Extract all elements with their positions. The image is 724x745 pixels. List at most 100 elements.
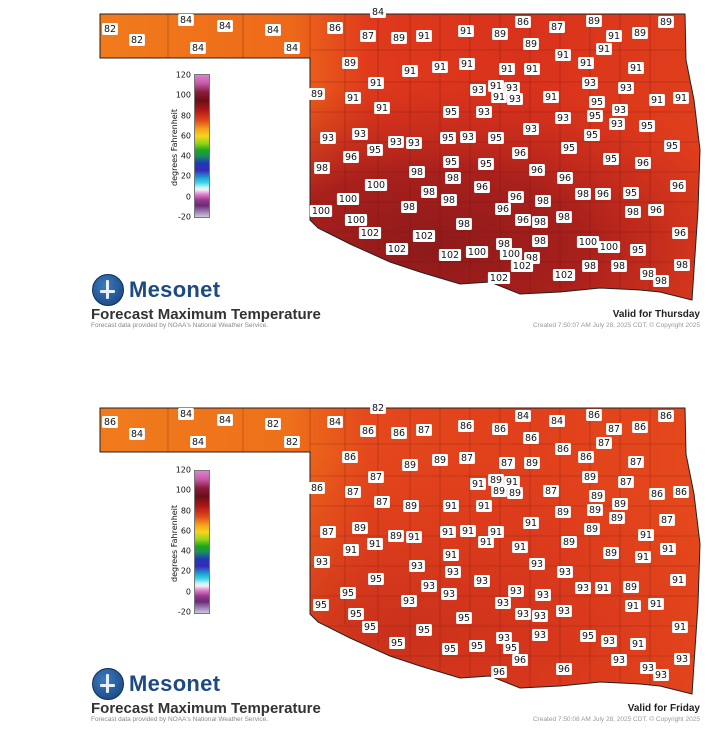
svg-text:91: 91: [404, 66, 416, 77]
svg-text:89: 89: [605, 548, 617, 559]
svg-text:82: 82: [372, 403, 384, 414]
svg-text:96: 96: [493, 667, 505, 678]
temperature-label: 87: [618, 476, 634, 488]
svg-text:89: 89: [393, 33, 405, 44]
temperature-label: 95: [368, 573, 384, 585]
temperature-label: 89: [488, 474, 504, 486]
temperature-label: 91: [543, 91, 559, 103]
temperature-label: 100: [364, 179, 388, 191]
temperature-label: 96: [343, 151, 359, 163]
temperature-labels: 86 84 84 84 84 82 82 82 84 86 86 87 86 86 84 84 86 87 86 86…: [102, 402, 690, 681]
created-timestamp: Created 7:50:07 AM July 28, 2025 CDT. © …: [532, 322, 700, 329]
svg-text:87: 87: [620, 477, 632, 488]
temperature-label: 91: [672, 621, 688, 633]
svg-text:96: 96: [497, 204, 509, 215]
colorbar-tick-label: 0: [185, 192, 191, 202]
temperature-label: 93: [474, 575, 490, 587]
svg-text:87: 87: [461, 453, 473, 464]
temperature-label: 98: [409, 166, 425, 178]
svg-text:95: 95: [666, 141, 678, 152]
temperature-label: 87: [606, 423, 622, 435]
temperature-label: 86: [555, 443, 571, 455]
svg-text:89: 89: [611, 513, 623, 524]
temperature-label: 84: [370, 6, 386, 18]
temperature-label: 91: [488, 80, 504, 92]
temperature-label: 91: [649, 94, 665, 106]
svg-text:91: 91: [460, 26, 472, 37]
svg-text:89: 89: [625, 582, 637, 593]
temperature-label: 82: [265, 418, 281, 430]
svg-text:87: 87: [370, 472, 382, 483]
temperature-label: 95: [561, 142, 577, 154]
temperature-label: 91: [635, 551, 651, 563]
temperature-label: 91: [367, 538, 383, 550]
colorbar-tick-label: 40: [180, 546, 191, 556]
svg-text:89: 89: [404, 460, 416, 471]
temperature-label: 91: [673, 92, 689, 104]
temperature-label: 84: [190, 42, 206, 54]
temperature-label: 95: [440, 132, 456, 144]
svg-text:89: 89: [390, 531, 402, 542]
temperature-label: 82: [284, 436, 300, 448]
temperature-label: 96: [515, 214, 531, 226]
temperature-label: 89: [561, 536, 577, 548]
temperature-label: 96: [491, 666, 507, 678]
svg-text:91: 91: [651, 95, 663, 106]
temperature-label: 93: [557, 566, 573, 578]
colorbar-ticks: 120 100 80 60 40 20 0 -20: [160, 466, 191, 617]
colorbar-tick-label: 120: [175, 465, 191, 475]
temperature-label: 102: [385, 243, 409, 255]
svg-text:93: 93: [443, 589, 455, 600]
temperature-label: 100: [344, 214, 368, 226]
svg-text:93: 93: [642, 663, 654, 674]
svg-text:96: 96: [650, 205, 662, 216]
temperature-label: 86: [523, 432, 539, 444]
svg-text:91: 91: [526, 64, 538, 75]
temperature-label: 89: [623, 581, 639, 593]
svg-text:93: 93: [613, 655, 625, 666]
svg-text:91: 91: [418, 31, 430, 42]
temperature-label: 96: [672, 227, 688, 239]
temperature-label: 87: [628, 456, 644, 468]
svg-text:86: 86: [393, 428, 405, 439]
svg-text:91: 91: [478, 501, 490, 512]
temperature-label: 82: [129, 34, 145, 46]
temperature-label: 89: [612, 498, 628, 510]
svg-text:102: 102: [513, 261, 531, 272]
svg-text:91: 91: [597, 583, 609, 594]
temperature-label: 89: [309, 88, 325, 100]
temperature-label: 91: [488, 526, 504, 538]
temperature-label: 91: [630, 638, 646, 650]
temperature-label: 95: [623, 187, 639, 199]
svg-text:91: 91: [493, 92, 505, 103]
temperature-label: 91: [595, 582, 611, 594]
temperature-label: 98: [421, 186, 437, 198]
temperature-label: 96: [495, 203, 511, 215]
temperature-label: 93: [515, 608, 531, 620]
temperature-label: 84: [515, 410, 531, 422]
svg-text:84: 84: [131, 429, 143, 440]
temperature-label: 96: [635, 157, 651, 169]
colorbar-tick-label: 20: [180, 566, 191, 576]
temperature-label: 95: [664, 140, 680, 152]
temperature-label: 91: [606, 30, 622, 42]
temperature-label: 95: [587, 110, 603, 122]
temperature-label: 91: [512, 541, 528, 553]
svg-text:91: 91: [598, 44, 610, 55]
svg-text:91: 91: [630, 63, 642, 74]
svg-text:91: 91: [608, 31, 620, 42]
temperature-label: 89: [491, 485, 507, 497]
svg-text:86: 86: [525, 433, 537, 444]
temperature-label: 98: [456, 218, 472, 230]
svg-text:98: 98: [447, 173, 459, 184]
svg-text:91: 91: [580, 58, 592, 69]
temperature-label: 98: [532, 235, 548, 247]
temperature-label: 95: [313, 599, 329, 611]
svg-text:93: 93: [498, 633, 510, 644]
temperature-label: 93: [460, 131, 476, 143]
svg-text:95: 95: [563, 143, 575, 154]
temperature-label: 91: [402, 65, 418, 77]
svg-text:89: 89: [434, 455, 446, 466]
svg-text:91: 91: [637, 552, 649, 563]
svg-text:96: 96: [674, 228, 686, 239]
